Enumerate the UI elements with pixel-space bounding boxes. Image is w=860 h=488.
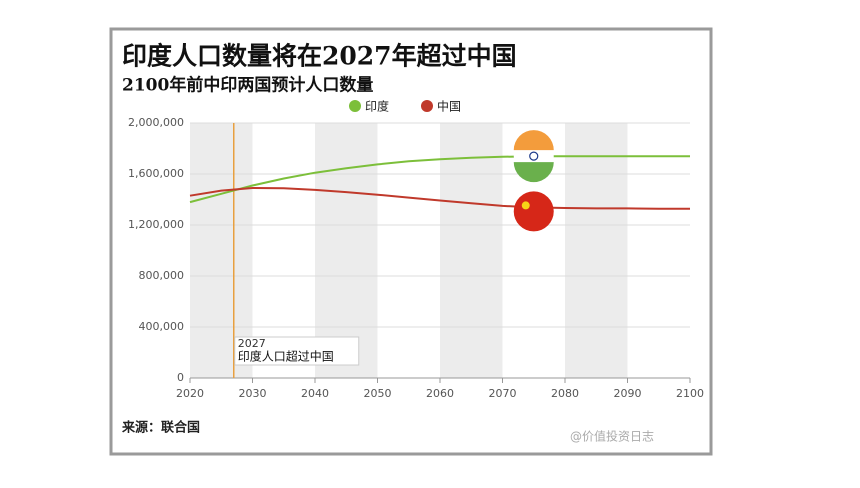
plot-area: 0 400,000 800,000 1,200,000 1,600,000 2,000,0… xyxy=(128,116,704,400)
flag-india-top xyxy=(513,130,554,151)
legend-label: 中国 xyxy=(437,99,461,114)
legend-marker xyxy=(421,100,433,112)
y-tick-label: 0 xyxy=(177,371,184,384)
x-tick-label: 2060 xyxy=(426,387,454,400)
flag-china-star xyxy=(521,201,530,210)
chart-title: 印度人口数量将在2027年超过中国 xyxy=(122,42,517,71)
x-tick-label: 2030 xyxy=(239,387,267,400)
x-tick-label: 2070 xyxy=(489,387,517,400)
series-line xyxy=(189,155,690,204)
annotation-text: 印度人口超过中国 xyxy=(238,349,334,364)
x-tick-label: 2040 xyxy=(301,387,329,400)
flag-china xyxy=(513,191,554,232)
y-tick-label: 1,600,000 xyxy=(128,167,184,180)
band xyxy=(440,123,503,378)
x-tick-label: 2050 xyxy=(364,387,392,400)
flag-india-bottom xyxy=(513,162,554,183)
band xyxy=(565,123,628,378)
legend-label: 印度 xyxy=(365,99,389,114)
legend-marker xyxy=(349,100,361,112)
band xyxy=(190,123,253,378)
y-tick-label: 400,000 xyxy=(139,320,185,333)
chart-subtitle: 2100年前中印两国预计人口数量 xyxy=(122,75,373,96)
flag-india-wheel xyxy=(529,151,539,161)
source: 来源：联合国 xyxy=(121,420,200,436)
x-tick-label: 2080 xyxy=(551,387,579,400)
annotation-box xyxy=(234,336,360,366)
y-tick-label: 800,000 xyxy=(139,269,185,282)
x-tick-label: 2090 xyxy=(614,387,642,400)
x-tick-label: 2100 xyxy=(676,387,704,400)
y-tick-label: 1,200,000 xyxy=(128,218,184,231)
annotation-year: 2027 xyxy=(238,337,266,350)
x-tick-label: 2020 xyxy=(176,387,204,400)
legend: 印度 中国 xyxy=(349,99,461,114)
series-line xyxy=(189,186,690,210)
watermark: @价值投资日志 xyxy=(570,429,654,444)
y-tick-label: 2,000,000 xyxy=(128,116,184,129)
